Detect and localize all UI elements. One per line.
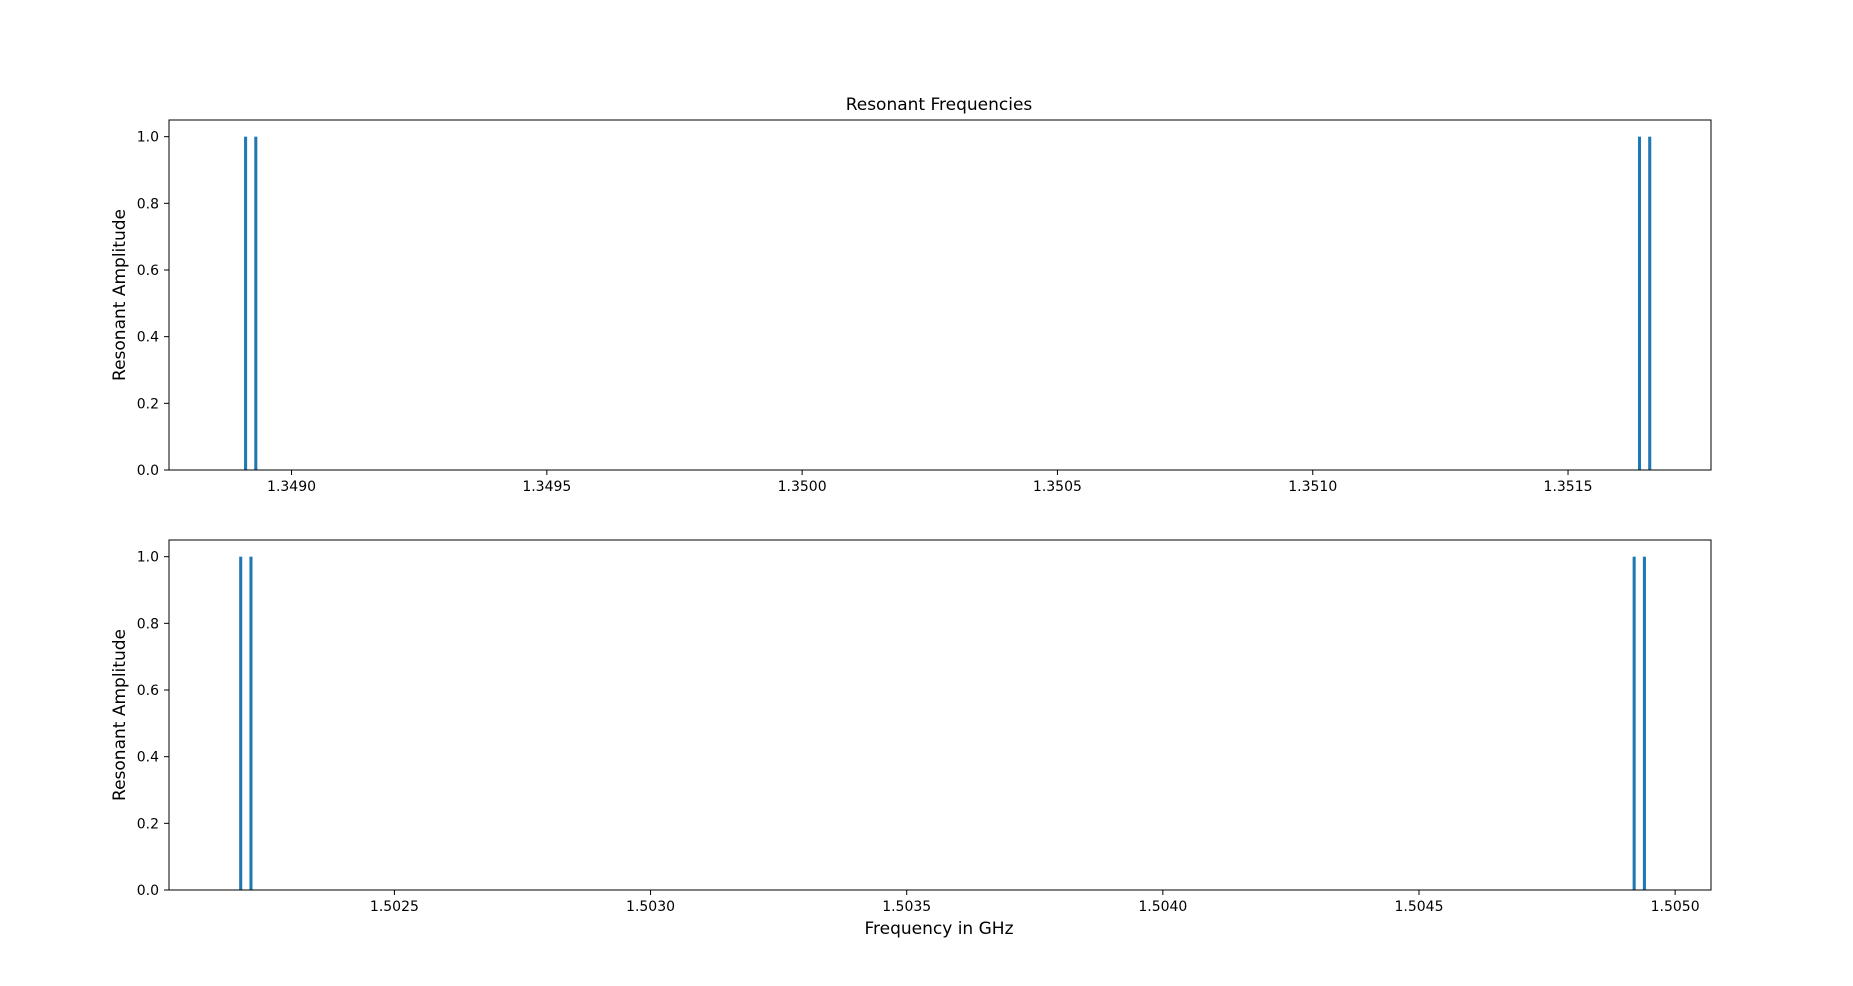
x-tick-label: 1.3500 (778, 479, 827, 495)
x-tick-label: 1.5030 (626, 899, 675, 915)
bottom-subplot: 1.5025 1.5030 1.5035 1.5040 1.5045 1.5050 0.0 0… (110, 539, 1712, 915)
resonance-bar (249, 556, 253, 890)
resonance-bar (254, 136, 258, 471)
y-tick-label: 0.6 (137, 263, 159, 279)
y-tick-label: 1.0 (137, 130, 159, 146)
axes-frame (168, 539, 1712, 891)
y-tick-label: 1.0 (137, 550, 159, 566)
y-tick-label: 0.2 (137, 396, 159, 412)
x-tick-label: 1.3510 (1288, 479, 1337, 495)
x-tick-label: 1.5025 (370, 899, 419, 915)
y-tick-label: 0.0 (137, 883, 159, 899)
top-subplot: 1.3490 1.3495 1.3500 1.3505 1.3510 1.3515 0.0 0… (110, 119, 1712, 495)
y-tick-label: 0.8 (137, 616, 159, 632)
x-tick-label: 1.3495 (522, 479, 571, 495)
resonance-bar (1648, 136, 1652, 471)
y-axis-label: Resonant Amplitude (110, 629, 130, 801)
resonance-bar (244, 136, 248, 471)
resonance-bar (1637, 136, 1642, 471)
resonance-bar (1632, 556, 1636, 890)
y-tick-label: 0.4 (137, 330, 159, 346)
x-tick-label: 1.3490 (267, 479, 316, 495)
resonance-bar (239, 556, 243, 890)
chart-title: Resonant Frequencies (846, 95, 1033, 115)
x-axis-label: Frequency in GHz (864, 919, 1013, 939)
y-tick-label: 0.0 (137, 463, 159, 479)
x-tick-label: 1.5045 (1394, 899, 1443, 915)
x-tick-label: 1.5035 (882, 899, 931, 915)
y-axis-label: Resonant Amplitude (110, 209, 130, 381)
axes-frame (168, 119, 1712, 471)
y-tick-label: 0.4 (137, 750, 159, 766)
x-tick-label: 1.5050 (1651, 899, 1700, 915)
y-tick-label: 0.2 (137, 816, 159, 832)
resonance-bar (1642, 556, 1646, 890)
x-tick-label: 1.5040 (1138, 899, 1187, 915)
x-tick-label: 1.3515 (1544, 479, 1593, 495)
y-tick-label: 0.6 (137, 683, 159, 699)
x-tick-label: 1.3505 (1033, 479, 1082, 495)
y-tick-label: 0.8 (137, 196, 159, 212)
